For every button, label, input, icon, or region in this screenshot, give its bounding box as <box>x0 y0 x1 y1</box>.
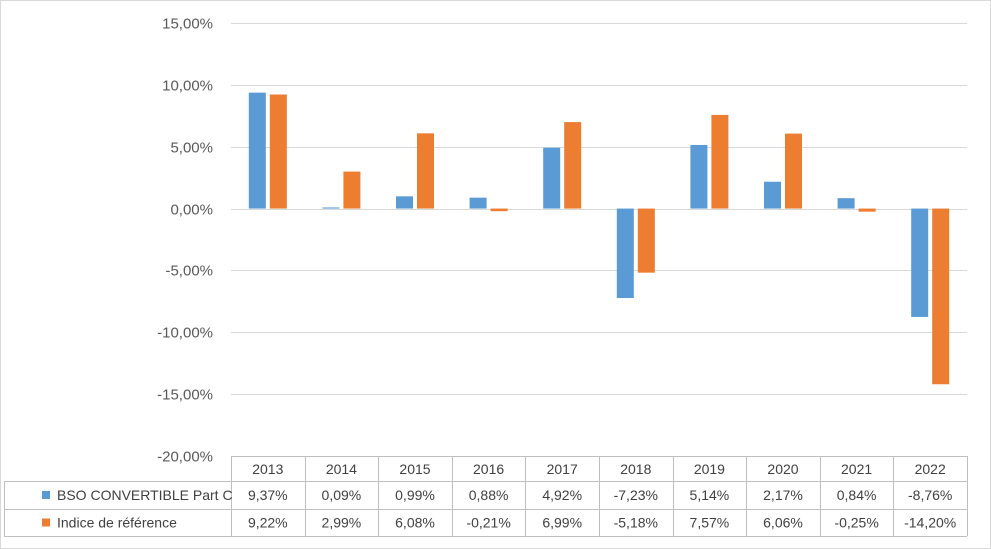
x-category-label: 2020 <box>767 461 798 477</box>
data-table-value: -8,76% <box>908 487 952 503</box>
data-table-value: 9,22% <box>248 515 288 531</box>
data-table-value: 6,99% <box>542 515 582 531</box>
y-tick-label: 15,00% <box>162 16 213 33</box>
data-table-value: 0,99% <box>395 487 435 503</box>
bar-fund-2014 <box>322 207 340 209</box>
y-axis: 15,00% 10,00% 5,00% 0,00% -5,00% -10,00% -15,0… <box>157 16 213 466</box>
bar-index-2017 <box>564 122 582 209</box>
bar-index-2022 <box>932 208 950 385</box>
bars <box>248 92 950 385</box>
bar-index-2019 <box>711 114 729 209</box>
y-tick-label: 10,00% <box>162 78 213 95</box>
data-table-value: 2,17% <box>763 487 803 503</box>
data-table-value: 6,06% <box>763 515 803 531</box>
x-category-label: 2016 <box>473 461 504 477</box>
bar-index-2018 <box>637 208 655 273</box>
bar-fund-2022 <box>911 208 929 317</box>
y-tick-label: 5,00% <box>170 140 213 157</box>
data-table-value: -0,25% <box>834 515 878 531</box>
x-category-label: 2013 <box>252 461 283 477</box>
x-category-label: 2015 <box>399 461 430 477</box>
bar-index-2016 <box>490 208 508 212</box>
bar-index-2021 <box>858 208 876 212</box>
data-table-value: -0,21% <box>466 515 510 531</box>
data-table-value: 4,92% <box>542 487 582 503</box>
data-table: 2013 2014 2015 2016 2017 2018 2019 2020 2021 2022… <box>4 456 968 537</box>
data-table-value: 7,57% <box>690 515 730 531</box>
bar-index-2014 <box>343 171 361 209</box>
y-tick-label: -10,00% <box>157 325 213 342</box>
bar-fund-2019 <box>690 144 708 209</box>
bar-fund-2021 <box>837 198 855 209</box>
bar-fund-2018 <box>616 208 634 299</box>
data-table-value: -5,18% <box>614 515 658 531</box>
legend-swatch <box>42 491 50 499</box>
data-table-value: -14,20% <box>904 515 956 531</box>
bar-index-2013 <box>269 94 287 209</box>
y-tick-label: 0,00% <box>170 202 213 219</box>
bar-fund-2020 <box>764 181 781 209</box>
bar-index-2015 <box>417 133 434 209</box>
data-table-value: 2,99% <box>322 515 362 531</box>
bar-fund-2016 <box>469 197 487 209</box>
bar-fund-2017 <box>543 147 561 209</box>
x-category-label: 2018 <box>620 461 651 477</box>
x-category-label: 2017 <box>547 461 578 477</box>
data-table-value: 6,08% <box>395 515 435 531</box>
data-table-value: 0,09% <box>322 487 362 503</box>
legend-swatch <box>42 518 50 527</box>
y-tick-label: -20,00% <box>157 449 213 466</box>
bar-index-2020 <box>785 133 802 209</box>
legend-label: BSO CONVERTIBLE Part C <box>57 487 233 503</box>
data-table-value: 0,84% <box>837 487 877 503</box>
gridlines <box>231 23 967 457</box>
data-table-value: -7,23% <box>614 487 658 503</box>
legend-label: Indice de référence <box>57 515 177 531</box>
data-table-value: 0,88% <box>469 487 509 503</box>
data-table-value: 9,37% <box>248 487 288 503</box>
bar-fund-2013 <box>248 92 266 209</box>
data-table-value: 5,14% <box>690 487 730 503</box>
x-category-label: 2019 <box>694 461 725 477</box>
y-tick-label: -15,00% <box>157 387 213 404</box>
x-category-label: 2022 <box>915 461 946 477</box>
bar-fund-2015 <box>396 196 413 209</box>
x-category-label: 2021 <box>841 461 872 477</box>
x-category-label: 2014 <box>326 461 357 477</box>
y-tick-label: -5,00% <box>165 263 213 280</box>
